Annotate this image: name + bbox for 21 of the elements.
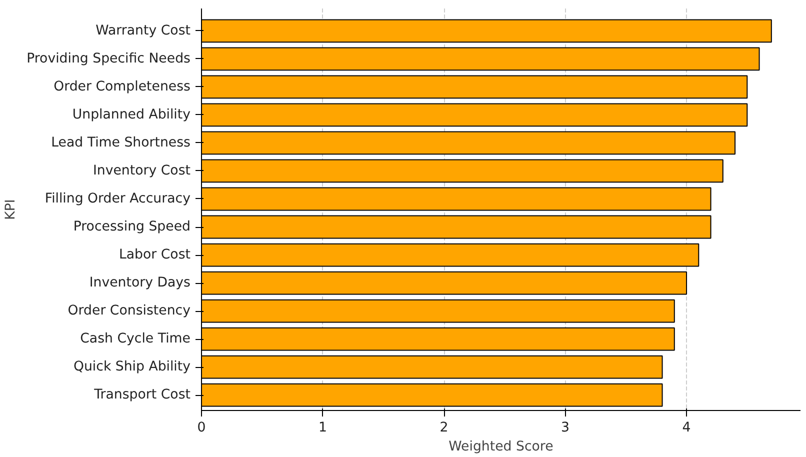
y-tick-label: Cash Cycle Time	[80, 332, 191, 347]
x-tick-label: 2	[440, 420, 448, 436]
y-tick-label: Lead Time Shortness	[51, 135, 191, 150]
y-tick-label: Unplanned Ability	[72, 107, 191, 122]
y-tick-label: Inventory Cost	[92, 163, 191, 178]
x-tick-label: 4	[682, 420, 691, 436]
y-tick-label: Order Consistency	[68, 304, 191, 319]
y-tick-label: Warranty Cost	[96, 23, 191, 38]
y-tick-label: Transport Cost	[93, 388, 191, 403]
y-tick-label: Labor Cost	[118, 248, 191, 263]
x-tick-label: 1	[318, 420, 327, 436]
y-tick-label: Processing Speed	[73, 220, 190, 235]
y-axis-title: KPI	[4, 199, 19, 220]
y-tick-label: Inventory Days	[89, 276, 191, 291]
x-axis-title: Weighted Score	[448, 440, 554, 454]
x-tick-label: 3	[561, 420, 570, 436]
y-tick-label: Order Completeness	[54, 79, 191, 94]
x-tick-label: 0	[197, 420, 206, 436]
y-tick-label: Quick Ship Ability	[73, 360, 191, 375]
y-tick-label: Filling Order Accuracy	[44, 191, 191, 206]
y-tick-label: Providing Specific Needs	[26, 51, 191, 66]
